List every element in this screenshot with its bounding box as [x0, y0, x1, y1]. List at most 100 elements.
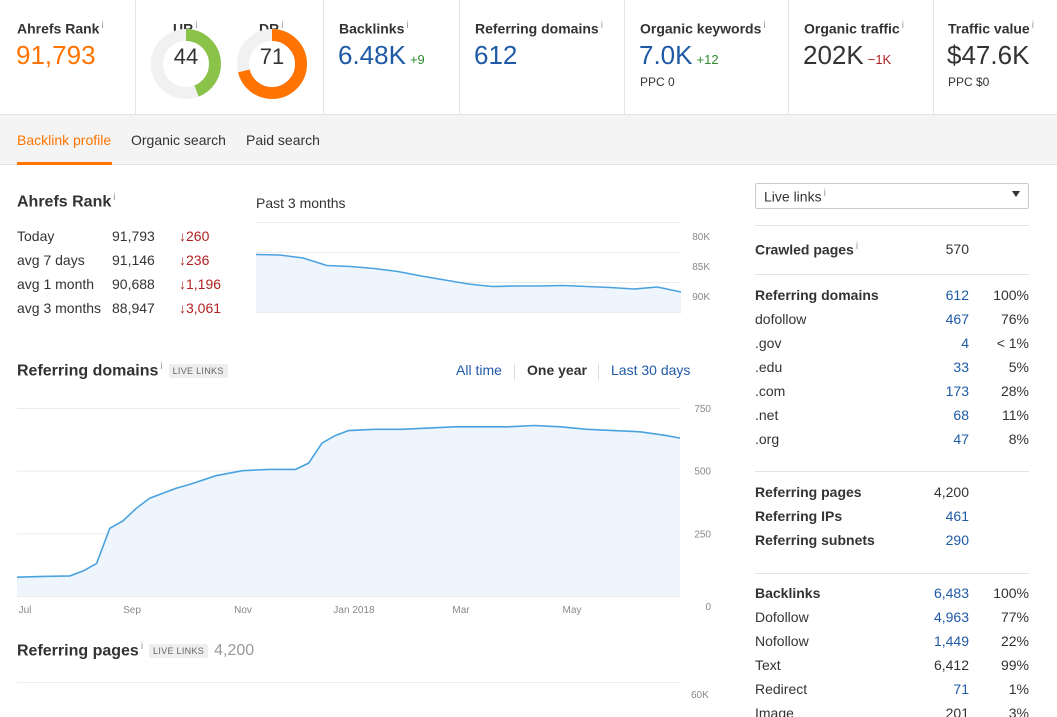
row-percent: 8% — [1008, 431, 1029, 447]
metric-organic-traffic[interactable]: Organic traffic i 202K −1K — [789, 0, 934, 114]
row-percent: 22% — [1000, 633, 1029, 649]
metric-sub: PPC $0 — [948, 75, 990, 89]
row-value-link[interactable]: 33 — [953, 359, 969, 375]
dr-donut[interactable] — [236, 28, 308, 100]
row-value-link[interactable]: 612 — [945, 287, 969, 303]
stats-row: Nofollow 1,449 22% — [755, 633, 1029, 657]
metric-backlinks[interactable]: Backlinks i 6.48K +9 — [324, 0, 460, 114]
rank-period-label: Past 3 months — [256, 195, 346, 211]
x-tick-label: May — [563, 605, 582, 616]
rank-row-label: Today — [17, 228, 55, 244]
row-value-link[interactable]: 71 — [953, 681, 969, 697]
range-divider — [598, 364, 599, 380]
metrics-bar: Ahrefs Rank i 91,793 UR i 44 DR i 71 Backli… — [0, 0, 1057, 115]
rank-row: avg 1 month 90,688 ↓1,196 — [17, 276, 257, 300]
row-value-link[interactable]: 4 — [961, 335, 969, 351]
row-percent: 99% — [1000, 657, 1029, 673]
metric-value: 202K — [803, 40, 864, 70]
row-label: Image — [755, 705, 794, 717]
gridline — [17, 682, 680, 683]
range-all-time[interactable]: All time — [456, 362, 502, 378]
row-label: Referring pages — [755, 484, 862, 500]
info-icon[interactable]: i — [140, 641, 144, 652]
rank-row-label: avg 3 months — [17, 300, 102, 316]
tab-organic-search[interactable]: Organic search — [131, 132, 226, 148]
referring-domains-chart[interactable]: 750 500 250 0 Jul Sep Nov Jan 2018 Mar May — [17, 396, 714, 618]
y-tick-label: 500 — [694, 467, 711, 478]
stats-row: .com 173 28% — [755, 383, 1029, 407]
row-label: .net — [755, 407, 779, 423]
ahrefs-rank-title: Ahrefs Rank i — [17, 192, 115, 211]
info-icon[interactable]: i — [901, 20, 904, 31]
stats-row: Image 201 3% — [755, 705, 1029, 717]
metric-label: Backlinks — [339, 20, 405, 37]
live-links-badge: LIVE LINKS — [149, 644, 209, 659]
info-icon[interactable]: i — [855, 241, 859, 252]
row-value-link[interactable]: 173 — [945, 383, 969, 399]
row-value-link[interactable]: 47 — [953, 431, 969, 447]
rank-row-delta: ↓236 — [179, 252, 210, 268]
ur-value: 44 — [173, 44, 199, 69]
crawled-pages-row: Crawled pages i 570 — [755, 241, 1029, 265]
info-icon[interactable]: i — [1031, 20, 1034, 31]
ur-donut[interactable] — [150, 28, 222, 100]
row-label: .edu — [755, 359, 783, 375]
info-icon[interactable]: i — [763, 20, 766, 31]
info-icon[interactable]: i — [281, 20, 284, 31]
rank-row-label: avg 7 days — [17, 252, 85, 268]
row-percent: 1% — [1008, 681, 1029, 697]
y-tick-label: 80K — [692, 232, 710, 243]
rank-row-value: 91,146 — [112, 252, 155, 268]
y-tick-label: 250 — [694, 529, 711, 540]
ahrefs-rank-chart[interactable]: 80K85K90K95KAprMayJun — [256, 222, 712, 322]
rank-row: avg 7 days 91,146 ↓236 — [17, 252, 257, 276]
rank-row-delta: ↓3,061 — [179, 300, 222, 316]
row-value-link[interactable]: 68 — [953, 407, 969, 423]
row-value-link[interactable]: 1,449 — [933, 633, 969, 649]
rank-area — [256, 254, 681, 312]
info-icon[interactable]: i — [195, 20, 198, 31]
metric-ratings: UR i 44 DR i 71 — [136, 0, 324, 114]
row-value: 4,200 — [933, 484, 969, 500]
divider — [755, 573, 1029, 574]
chevron-down-icon — [1012, 191, 1020, 197]
divider — [755, 225, 1029, 226]
info-icon[interactable]: i — [406, 20, 409, 31]
section-title-text: Referring pages — [17, 642, 139, 660]
row-label: Dofollow — [755, 609, 809, 625]
links-filter-select[interactable]: Live links i — [755, 183, 1029, 209]
info-icon[interactable]: i — [113, 192, 116, 203]
info-icon[interactable]: i — [160, 361, 163, 372]
row-value-link[interactable]: 461 — [945, 508, 969, 524]
row-value-link[interactable]: 290 — [945, 532, 969, 548]
tab-backlink-profile[interactable]: Backlink profile — [17, 132, 112, 148]
metric-traffic-value[interactable]: Traffic value i $47.6K PPC $0 — [934, 0, 1057, 114]
y-tick-label: 90K — [692, 292, 710, 303]
row-value-link[interactable]: 6,483 — [933, 585, 969, 601]
info-icon[interactable]: i — [101, 20, 104, 31]
x-tick-label: Jun — [551, 321, 567, 322]
metric-delta: −1K — [867, 52, 892, 67]
metric-referring-domains[interactable]: Referring domains i 612 — [460, 0, 625, 114]
row-label: Crawled pages — [755, 241, 854, 258]
row-percent: < 1% — [996, 335, 1029, 351]
range-last-30-days[interactable]: Last 30 days — [611, 362, 691, 378]
rank-row-value: 90,688 — [112, 276, 155, 292]
metric-label: Organic traffic — [804, 20, 900, 37]
metric-sub: PPC 0 — [640, 75, 675, 89]
x-tick-label: May — [440, 321, 459, 322]
stats-row: dofollow 467 76% — [755, 311, 1029, 335]
row-value-link[interactable]: 4,963 — [933, 609, 969, 625]
row-label: dofollow — [755, 311, 807, 327]
metric-ahrefs-rank[interactable]: Ahrefs Rank i 91,793 — [0, 0, 136, 114]
row-label: Referring subnets — [755, 532, 875, 548]
metric-organic-keywords[interactable]: Organic keywords i 7.0K +12 PPC 0 — [625, 0, 789, 114]
rank-row-delta: ↓260 — [179, 228, 210, 244]
info-icon[interactable]: i — [600, 20, 603, 31]
row-percent: 11% — [1002, 407, 1029, 423]
range-one-year[interactable]: One year — [527, 362, 587, 378]
tab-paid-search[interactable]: Paid search — [246, 132, 320, 148]
divider — [755, 471, 1029, 472]
row-label: Referring IPs — [755, 508, 843, 524]
row-value-link[interactable]: 467 — [945, 311, 969, 327]
